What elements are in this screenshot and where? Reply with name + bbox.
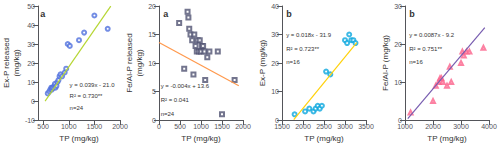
svg-text:(mg/kg): (mg/kg) bbox=[12, 49, 21, 76]
svg-text:500: 500 bbox=[37, 123, 49, 130]
svg-text:2000: 2000 bbox=[295, 123, 311, 130]
svg-text:10: 10 bbox=[394, 79, 402, 86]
svg-text:20: 20 bbox=[148, 3, 156, 10]
svg-text:1500: 1500 bbox=[214, 123, 230, 130]
svg-text:n=24: n=24 bbox=[161, 111, 175, 117]
svg-text:TP (mg/kg): TP (mg/kg) bbox=[427, 134, 467, 143]
svg-text:R² = 0.041: R² = 0.041 bbox=[161, 97, 190, 103]
svg-text:Fe/Al-P released: Fe/Al-P released bbox=[125, 33, 134, 92]
svg-text:1000: 1000 bbox=[193, 123, 209, 130]
svg-text:1000: 1000 bbox=[61, 123, 77, 130]
svg-text:b: b bbox=[409, 9, 415, 19]
svg-text:10: 10 bbox=[271, 88, 279, 95]
svg-text:2000: 2000 bbox=[425, 123, 441, 130]
svg-text:40: 40 bbox=[271, 3, 279, 10]
svg-text:50: 50 bbox=[27, 3, 35, 10]
svg-text:0: 0 bbox=[275, 116, 279, 124]
svg-text:20: 20 bbox=[394, 41, 402, 48]
svg-text:n=16: n=16 bbox=[286, 59, 300, 65]
svg-text:1500: 1500 bbox=[274, 123, 290, 130]
svg-text:5: 5 bbox=[152, 88, 156, 95]
svg-text:3000: 3000 bbox=[337, 123, 353, 130]
svg-text:4000: 4000 bbox=[481, 123, 497, 130]
svg-text:n=24: n=24 bbox=[70, 105, 84, 111]
svg-text:1000: 1000 bbox=[397, 123, 413, 130]
svg-text:30: 30 bbox=[394, 3, 402, 10]
svg-text:(mg/kg): (mg/kg) bbox=[135, 49, 144, 76]
svg-text:1500: 1500 bbox=[87, 123, 103, 130]
svg-text:n=16: n=16 bbox=[409, 59, 423, 65]
svg-text:Ex-P released: Ex-P released bbox=[2, 38, 11, 88]
svg-text:y = 0.0087x - 9.2: y = 0.0087x - 9.2 bbox=[409, 32, 455, 38]
svg-text:0: 0 bbox=[157, 123, 161, 130]
svg-text:-10: -10 bbox=[25, 117, 35, 124]
svg-text:500: 500 bbox=[174, 123, 186, 130]
svg-text:20: 20 bbox=[27, 60, 35, 67]
svg-text:y = 0.039x - 21.0: y = 0.039x - 21.0 bbox=[70, 82, 116, 88]
svg-text:2500: 2500 bbox=[316, 123, 332, 130]
svg-text:0: 0 bbox=[398, 116, 402, 124]
svg-text:40: 40 bbox=[27, 22, 35, 29]
svg-text:30: 30 bbox=[271, 31, 279, 38]
svg-text:Ex-P (mg/kg): Ex-P (mg/kg) bbox=[258, 39, 267, 86]
svg-text:TP (mg/kg): TP (mg/kg) bbox=[304, 134, 344, 143]
svg-text:b: b bbox=[286, 9, 292, 19]
svg-text:R² = 0.723**: R² = 0.723** bbox=[286, 46, 320, 52]
svg-text:a: a bbox=[163, 9, 169, 19]
svg-text:y = 0.018x - 31.9: y = 0.018x - 31.9 bbox=[286, 32, 332, 38]
svg-text:Fe/Al-P (mg/kg): Fe/Al-P (mg/kg) bbox=[381, 35, 390, 91]
svg-text:10: 10 bbox=[27, 79, 35, 86]
svg-text:3000: 3000 bbox=[453, 123, 469, 130]
svg-text:a: a bbox=[40, 9, 46, 19]
svg-text:20: 20 bbox=[271, 60, 279, 67]
svg-text:y = -0.004x + 13.6: y = -0.004x + 13.6 bbox=[161, 83, 210, 89]
svg-text:10: 10 bbox=[148, 60, 156, 67]
svg-text:30: 30 bbox=[27, 41, 35, 48]
svg-text:0: 0 bbox=[31, 98, 35, 105]
svg-text:TP (mg/kg): TP (mg/kg) bbox=[59, 134, 99, 143]
svg-text:TP (mg/kg): TP (mg/kg) bbox=[181, 134, 221, 143]
svg-text:2000: 2000 bbox=[112, 123, 128, 130]
svg-text:R² = 0.751**: R² = 0.751** bbox=[409, 46, 443, 52]
svg-text:3500: 3500 bbox=[358, 123, 374, 130]
svg-text:R² = 0.730**: R² = 0.730** bbox=[70, 93, 104, 99]
svg-text:2000: 2000 bbox=[235, 123, 251, 130]
svg-text:0: 0 bbox=[152, 117, 156, 124]
svg-text:15: 15 bbox=[148, 31, 156, 38]
